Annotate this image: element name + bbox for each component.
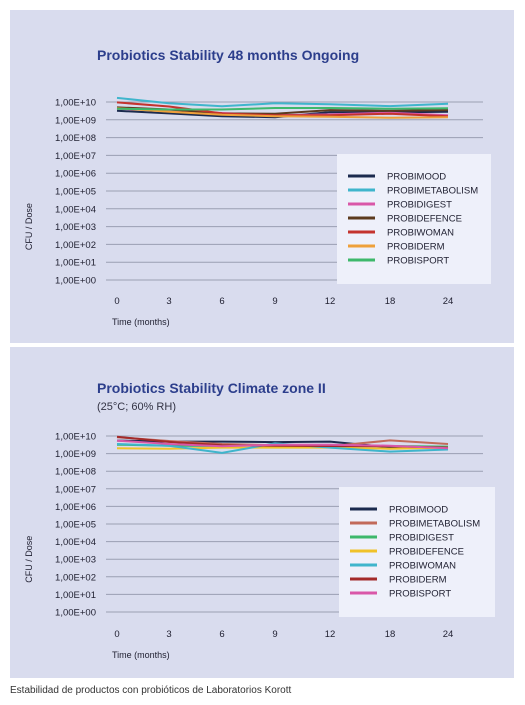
y-tick-label: 1,00E+08 <box>55 467 96 478</box>
y-tick-label: 1,00E+07 <box>55 151 96 162</box>
series-line-probisport <box>116 439 449 450</box>
y-tick-label: 1,00E+06 <box>55 502 96 513</box>
figure-caption: Estabilidad de productos con probióticos… <box>10 685 292 696</box>
y-tick-label: 1,00E+01 <box>55 590 96 601</box>
chart-subtitle: (25°C; 60% RH) <box>97 401 176 413</box>
y-tick-label: 1,00E+00 <box>55 608 96 619</box>
x-tick-label: 18 <box>385 296 396 307</box>
y-tick-label: 1,00E+00 <box>55 276 96 287</box>
y-tick-label: 1,00E+08 <box>55 133 96 144</box>
stability-chart-climate-zone: Probiotics Stability Climate zone II (25°… <box>24 380 495 660</box>
y-axis-label: CFU / Dose <box>24 203 34 250</box>
y-tick-label: 1,00E+05 <box>55 187 96 198</box>
legend-entry: PROBISPORT <box>387 256 449 267</box>
x-tick-label: 24 <box>443 296 454 307</box>
stability-chart-48-months: Probiotics Stability 48 months Ongoing 1,… <box>24 47 491 327</box>
legend-entry: PROBIMOOD <box>389 505 448 516</box>
x-tick-label: 3 <box>166 629 171 640</box>
series-line-probiwoman <box>116 442 449 454</box>
y-tick-label: 1,00E+05 <box>55 520 96 531</box>
legend-entry: PROBISPORT <box>389 589 451 600</box>
legend-entry: PROBIDERM <box>389 575 447 586</box>
series-line-probimetabolism <box>116 96 449 108</box>
legend-entry: PROBIDIGEST <box>389 533 454 544</box>
chart-panel-48-months: Probiotics Stability 48 months Ongoing 1,… <box>10 10 514 343</box>
y-tick-label: 1,00E+03 <box>55 222 96 233</box>
chart-title: Probiotics Stability 48 months Ongoing <box>97 47 359 63</box>
series-line-probiderm <box>116 107 449 119</box>
legend-entry: PROBIWOMAN <box>389 561 456 572</box>
series-line-probidefence <box>116 446 449 450</box>
y-tick-label: 1,00E+03 <box>55 555 96 566</box>
legend-entry: PROBIDIGEST <box>387 200 452 211</box>
legend-entry: PROBIDEFENCE <box>389 547 464 558</box>
legend-entry: PROBIMOOD <box>387 172 446 183</box>
series-line-probisport <box>116 107 449 111</box>
x-axis-label: Time (months) <box>112 317 170 327</box>
x-tick-label: 18 <box>385 629 396 640</box>
x-tick-label: 6 <box>219 296 224 307</box>
x-tick-label: 24 <box>443 629 454 640</box>
x-tick-label: 9 <box>272 629 277 640</box>
y-tick-label: 1,00E+10 <box>55 432 96 443</box>
y-tick-label: 1,00E+02 <box>55 240 96 251</box>
x-tick-label: 0 <box>114 629 119 640</box>
chart-panel-climate-zone: Probiotics Stability Climate zone II (25°… <box>10 347 514 678</box>
x-tick-label: 3 <box>166 296 171 307</box>
y-tick-label: 1,00E+04 <box>55 204 96 215</box>
y-tick-label: 1,00E+02 <box>55 572 96 583</box>
y-axis-label: CFU / Dose <box>24 536 34 583</box>
y-tick-label: 1,00E+09 <box>55 115 96 126</box>
x-tick-label: 12 <box>325 629 336 640</box>
legend-entry: PROBIMETABOLISM <box>387 186 478 197</box>
legend-entry: PROBIMETABOLISM <box>389 519 480 530</box>
y-tick-label: 1,00E+06 <box>55 169 96 180</box>
y-tick-label: 1,00E+07 <box>55 484 96 495</box>
y-tick-label: 1,00E+01 <box>55 258 96 269</box>
y-tick-label: 1,00E+04 <box>55 537 96 548</box>
x-axis-label: Time (months) <box>112 650 170 660</box>
y-tick-label: 1,00E+10 <box>55 98 96 109</box>
legend-entry: PROBIDERM <box>387 242 445 253</box>
x-tick-label: 0 <box>114 296 119 307</box>
x-tick-label: 9 <box>272 296 277 307</box>
x-tick-label: 6 <box>219 629 224 640</box>
x-tick-label: 12 <box>325 296 336 307</box>
y-tick-label: 1,00E+09 <box>55 449 96 460</box>
legend-entry: PROBIDEFENCE <box>387 214 462 225</box>
chart-title: Probiotics Stability Climate zone II <box>97 380 326 396</box>
legend-entry: PROBIWOMAN <box>387 228 454 239</box>
